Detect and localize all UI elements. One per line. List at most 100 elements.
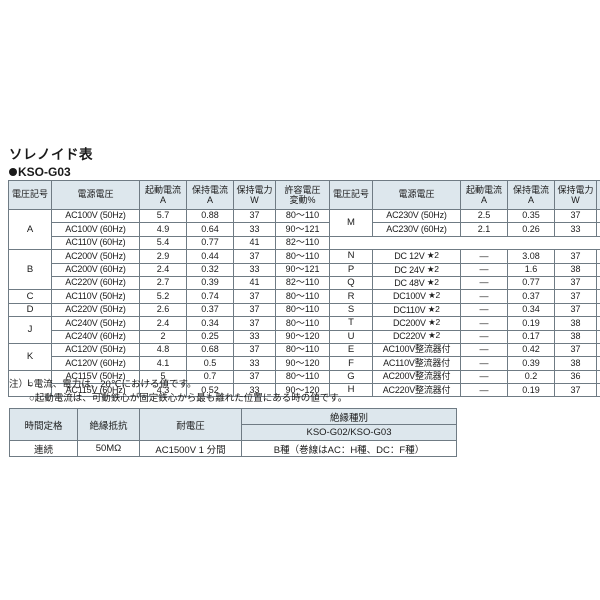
- cell-voltage-symbol: B: [8, 249, 52, 291]
- cell-inrush-current: —: [460, 249, 508, 264]
- spacer-row-cell: [329, 235, 600, 251]
- spec-header-withstand-voltage: 耐電圧: [139, 408, 242, 441]
- cell-holding-current: 0.77: [186, 235, 234, 251]
- cell-holding-current: 0.26: [507, 222, 555, 237]
- cell-inrush-current: 4.8: [139, 342, 187, 358]
- cell-inrush-current: —: [460, 356, 508, 371]
- cell-source-voltage: DC200V ★2: [372, 316, 461, 331]
- cell-inrush-current: 5.2: [139, 289, 187, 304]
- cell-holding-power: 37: [554, 275, 597, 291]
- note-text-2: ○起動電流は、可動鉄心が固定鉄心から最も離れた位置にある時の値です。: [29, 392, 348, 404]
- cell-voltage-symbol: N: [329, 249, 373, 264]
- cell-voltage-tolerance: 80〜110: [275, 316, 330, 331]
- header-tolerance-right: 許容電圧 変動%: [596, 180, 600, 210]
- notes-label: 注）: [9, 379, 29, 390]
- cell-source-voltage: AC100V (60Hz): [51, 222, 140, 237]
- insulation-spec-table: 時間定格 絶縁抵抗 耐電圧 絶縁種別 KSO-G02/KSO-G03 連続 50…: [9, 408, 457, 457]
- cell-voltage-tolerance: 90〜110: [596, 275, 600, 291]
- cell-voltage-symbol: Q: [329, 275, 373, 291]
- table-row: AC120V (60Hz) 4.1 0.5 33 90〜120 F AC110V整流器付 —0…: [9, 356, 600, 371]
- cell-voltage-symbol: T: [329, 316, 373, 331]
- cell-voltage-tolerance: 80〜110: [275, 289, 330, 304]
- table-row: AC115V (60Hz) 4.3 0.52 33 90〜120 H AC220V整流器付 —…: [9, 383, 600, 398]
- cell-source-voltage: AC220V (60Hz): [51, 275, 140, 291]
- cell-holding-power: 33: [233, 222, 276, 237]
- cell-inrush-current: —: [460, 302, 508, 318]
- footnote-star-marker: ★2: [427, 303, 440, 314]
- cell-voltage-tolerance: 80〜110: [275, 302, 330, 318]
- cell-voltage-symbol: C: [8, 289, 52, 304]
- cell-voltage-tolerance: 90〜120: [275, 356, 330, 371]
- cell-source-voltage: AC220V (50Hz): [51, 302, 140, 318]
- spec-header-insulation-class-models: KSO-G02/KSO-G03: [241, 424, 457, 441]
- table-row: L AC115V (50Hz) 5 0.7 37 80〜110 G AC200V整流器付 —0.…: [8, 369, 600, 398]
- header-row: 電圧記号 電源電圧 起動電流 A 保持電流 A 保持電力 W: [8, 180, 600, 210]
- table-row: AC240V (60Hz) 2 0.25 33 90〜120 U DC220V ★2—0.1…: [9, 329, 600, 344]
- cell-voltage-symbol: R: [329, 289, 373, 304]
- cell-voltage-tolerance: 90〜110: [596, 329, 600, 344]
- cell-holding-power: 37: [554, 302, 597, 318]
- model-line: KSO-G03: [9, 165, 93, 179]
- cell-holding-power: 37: [554, 208, 597, 224]
- cell-inrush-current: —: [460, 275, 508, 291]
- cell-holding-power: 37: [554, 249, 597, 264]
- cell-voltage-tolerance: 90〜121: [275, 222, 330, 237]
- cell-holding-current: 0.42: [507, 342, 555, 358]
- cell-source-voltage: AC120V (60Hz): [51, 356, 140, 371]
- cell-voltage-symbol: E: [329, 342, 373, 358]
- header-holding-power-right: 保持電力 W: [554, 180, 597, 210]
- cell-voltage-tolerance: 90〜121: [275, 262, 330, 277]
- cell-source-voltage: AC120V (50Hz): [51, 342, 140, 358]
- cell-holding-power: 41: [233, 235, 276, 251]
- cell-voltage-symbol: F: [329, 356, 373, 371]
- cell-holding-power: 37: [233, 302, 276, 318]
- cell-holding-power: 33: [233, 356, 276, 371]
- footnote-star-marker: ★2: [426, 250, 439, 261]
- table-row: AC110V (60Hz) 5.4 0.77 41 82〜110: [9, 235, 600, 251]
- cell-inrush-current: 5.7: [139, 208, 187, 224]
- cell-source-voltage: DC220V ★2: [372, 329, 461, 344]
- cell-source-voltage: AC200V (50Hz): [51, 249, 140, 264]
- cell-holding-power: 33: [233, 262, 276, 277]
- cell-holding-current: 0.34: [507, 302, 555, 318]
- cell-source-voltage: AC100V整流器付: [372, 342, 461, 358]
- table-row: A AC100V (50Hz) 5.7 0.88 37 80〜110 M AC230V (50…: [8, 208, 600, 251]
- cell-holding-current: 1.6: [507, 262, 555, 277]
- cell-voltage-tolerance: 90〜110: [596, 302, 600, 318]
- cell-holding-current: 0.74: [186, 289, 234, 304]
- spec-value-time-rating: 連続: [9, 440, 78, 457]
- cell-holding-power: 37: [233, 289, 276, 304]
- cell-holding-power: 37: [554, 383, 597, 398]
- cell-holding-current: 0.64: [186, 222, 234, 237]
- cell-holding-current: 0.44: [186, 249, 234, 264]
- cell-voltage-tolerance: 90〜110: [596, 342, 600, 358]
- table-row: D AC220V (50Hz) 2.6 0.37 37 80〜110 S DC110V ★2—…: [8, 302, 600, 318]
- cell-voltage-tolerance: 90〜120: [275, 329, 330, 344]
- spec-value-insulation-resistance: 50MΩ: [77, 440, 140, 457]
- cell-holding-current: 0.19: [507, 383, 555, 398]
- cell-inrush-current: 2.9: [139, 249, 187, 264]
- cell-voltage-tolerance: 90〜110: [596, 383, 600, 398]
- header-holding-power-left: 保持電力 W: [233, 180, 276, 210]
- insulation-spec-body: 時間定格 絶縁抵抗 耐電圧 絶縁種別 KSO-G02/KSO-G03 連続 50…: [9, 408, 457, 457]
- cell-holding-power: 33: [233, 383, 276, 398]
- cell-holding-current: 0.68: [186, 342, 234, 358]
- footnote-star-marker: ★2: [428, 330, 441, 341]
- header-voltage-right: 電源電圧: [372, 180, 461, 210]
- cell-voltage-tolerance: 82〜110: [275, 235, 330, 251]
- cell-holding-current: 0.34: [186, 316, 234, 331]
- table-row: K AC120V (50Hz) 4.8 0.68 37 80〜110 E AC100V整流器付…: [8, 342, 600, 371]
- header-symbol-right: 電圧記号: [329, 180, 373, 210]
- cell-voltage-tolerance: 90〜110: [596, 289, 600, 304]
- cell-holding-current: 0.37: [186, 302, 234, 318]
- cell-holding-current: 0.37: [507, 289, 555, 304]
- cell-voltage-tolerance: 90〜120: [596, 222, 600, 237]
- cell-holding-power: 38: [554, 329, 597, 344]
- cell-source-voltage: AC220V整流器付: [372, 383, 461, 398]
- spec-header-row-2: KSO-G02/KSO-G03: [10, 424, 457, 441]
- cell-source-voltage: AC230V (60Hz): [372, 222, 461, 237]
- cell-holding-power: 33: [554, 222, 597, 237]
- cell-voltage-symbol: K: [8, 342, 52, 371]
- cell-holding-current: 0.5: [186, 356, 234, 371]
